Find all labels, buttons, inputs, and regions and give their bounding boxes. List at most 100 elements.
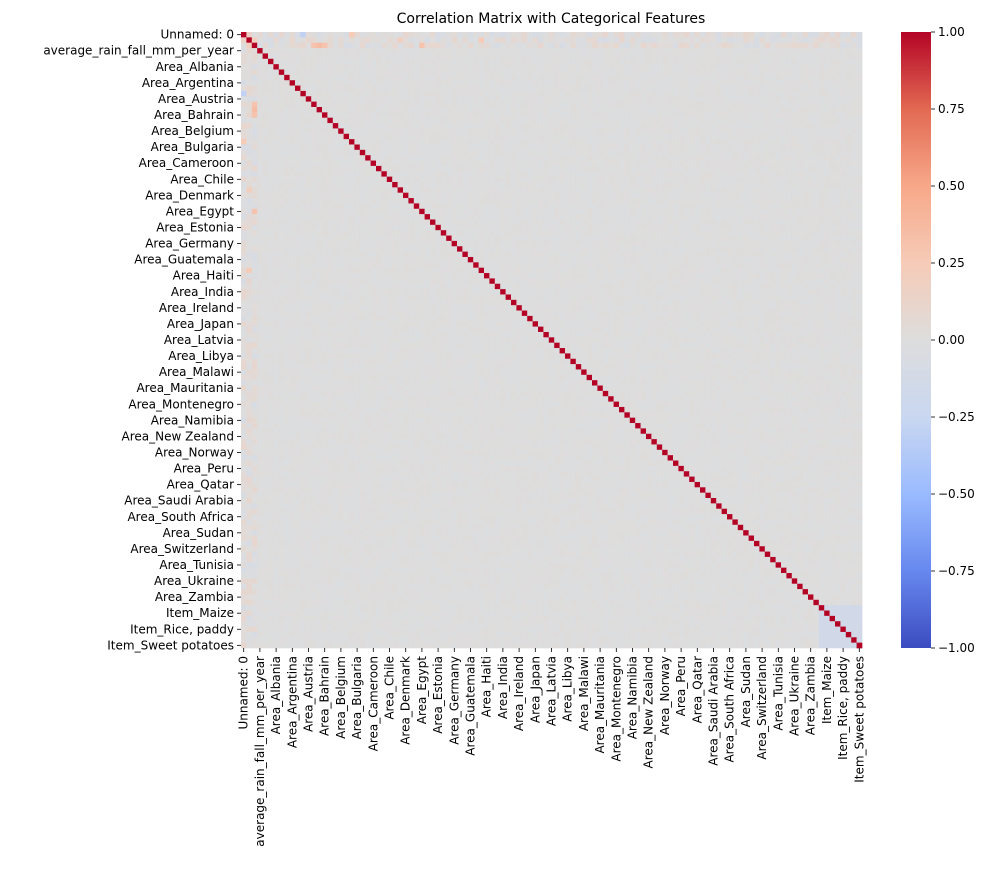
heatmap-cell	[851, 112, 857, 119]
heatmap-cell	[284, 176, 290, 183]
heatmap-cell	[683, 42, 690, 49]
heatmap-cell	[764, 198, 771, 204]
heatmap-cell	[365, 112, 371, 119]
heatmap-cell	[775, 160, 782, 167]
heatmap-cell	[570, 192, 577, 199]
heatmap-cell	[305, 224, 312, 231]
heatmap-cell	[613, 176, 620, 183]
heatmap-cell	[678, 219, 685, 226]
heatmap-cell	[640, 176, 647, 183]
heatmap-cell	[527, 48, 533, 54]
heatmap-cell	[727, 251, 733, 258]
heatmap-cell	[732, 106, 739, 113]
heatmap-cell	[408, 90, 415, 97]
heatmap-cell	[408, 235, 415, 242]
heatmap-cell	[673, 58, 679, 65]
heatmap-cell	[694, 53, 701, 60]
heatmap-cell	[435, 198, 442, 204]
heatmap-cell	[424, 96, 431, 102]
heatmap-cell	[624, 160, 631, 167]
heatmap-cell	[667, 32, 674, 38]
heatmap-cell	[727, 155, 733, 161]
heatmap-cell	[856, 64, 863, 70]
heatmap-cell	[430, 37, 436, 44]
heatmap-cell	[343, 101, 350, 108]
heatmap-cell	[678, 144, 685, 151]
heatmap-cell	[316, 139, 323, 145]
heatmap-cell	[694, 117, 701, 124]
heatmap-cell	[781, 246, 787, 252]
heatmap-cell	[673, 214, 679, 220]
heatmap-cell	[759, 32, 766, 38]
heatmap-cell	[845, 96, 852, 102]
heatmap-cell	[257, 198, 263, 204]
heatmap-cell	[370, 85, 377, 92]
heatmap-cell	[613, 219, 620, 226]
heatmap-cell	[343, 155, 350, 161]
heatmap-cell	[349, 37, 355, 44]
heatmap-cell	[705, 203, 712, 210]
heatmap-cell	[575, 155, 582, 161]
heatmap-cell	[478, 224, 485, 231]
heatmap-cell	[683, 69, 690, 76]
heatmap-cell	[683, 58, 690, 65]
heatmap-cell	[640, 133, 647, 140]
heatmap-cell	[403, 165, 409, 172]
heatmap-cell	[851, 128, 857, 135]
heatmap-cell	[424, 69, 431, 76]
heatmap-cell	[651, 235, 658, 242]
heatmap-cell	[754, 208, 760, 215]
heatmap-cell	[489, 64, 496, 70]
heatmap-cell	[786, 149, 793, 156]
heatmap-cell	[484, 208, 490, 215]
heatmap-cell	[646, 144, 652, 151]
heatmap-cell	[241, 214, 247, 220]
heatmap-cell	[440, 171, 447, 177]
heatmap-cell	[710, 165, 717, 172]
heatmap-cell	[532, 192, 539, 199]
heatmap-cell	[543, 90, 550, 97]
heatmap-cell	[311, 58, 317, 65]
heatmap-cell	[241, 133, 247, 140]
heatmap-cell	[527, 251, 533, 258]
heatmap-cell	[775, 64, 782, 70]
heatmap-cell	[543, 198, 550, 204]
heatmap-cell	[764, 80, 771, 86]
heatmap-cell	[322, 256, 328, 263]
heatmap-cell	[775, 139, 782, 145]
heatmap-cell	[500, 251, 506, 258]
heatmap-cell	[268, 181, 274, 188]
heatmap-cell	[521, 176, 528, 183]
heatmap-cell	[781, 256, 787, 263]
heatmap-cell	[840, 96, 847, 102]
heatmap-cell	[262, 101, 269, 108]
heatmap-cell	[300, 165, 307, 172]
heatmap-cell	[494, 74, 501, 81]
heatmap-cell	[305, 128, 312, 135]
heatmap-cell	[835, 106, 841, 113]
heatmap-cell	[376, 80, 382, 86]
heatmap-cell	[678, 101, 685, 108]
heatmap-cell	[354, 214, 361, 220]
heatmap-cell	[327, 144, 334, 151]
heatmap-cell	[408, 128, 415, 135]
heatmap-cell	[354, 165, 361, 172]
heatmap-cell	[262, 224, 269, 231]
heatmap-cell	[575, 171, 582, 177]
heatmap-cell	[667, 240, 674, 247]
heatmap-cell	[651, 133, 658, 140]
heatmap-cell	[678, 37, 685, 44]
heatmap-cell	[408, 262, 415, 269]
heatmap-cell	[300, 256, 307, 263]
heatmap-cell	[635, 53, 641, 60]
heatmap-cell	[829, 133, 836, 140]
heatmap-cell	[241, 123, 247, 129]
heatmap-cell	[802, 171, 809, 177]
heatmap-cell	[505, 101, 512, 108]
heatmap-cell	[554, 37, 560, 44]
heatmap-cell	[521, 256, 528, 263]
heatmap-cell	[505, 117, 512, 124]
heatmap-cell	[727, 203, 733, 210]
heatmap-cell	[451, 112, 458, 119]
heatmap-cell	[332, 53, 339, 60]
